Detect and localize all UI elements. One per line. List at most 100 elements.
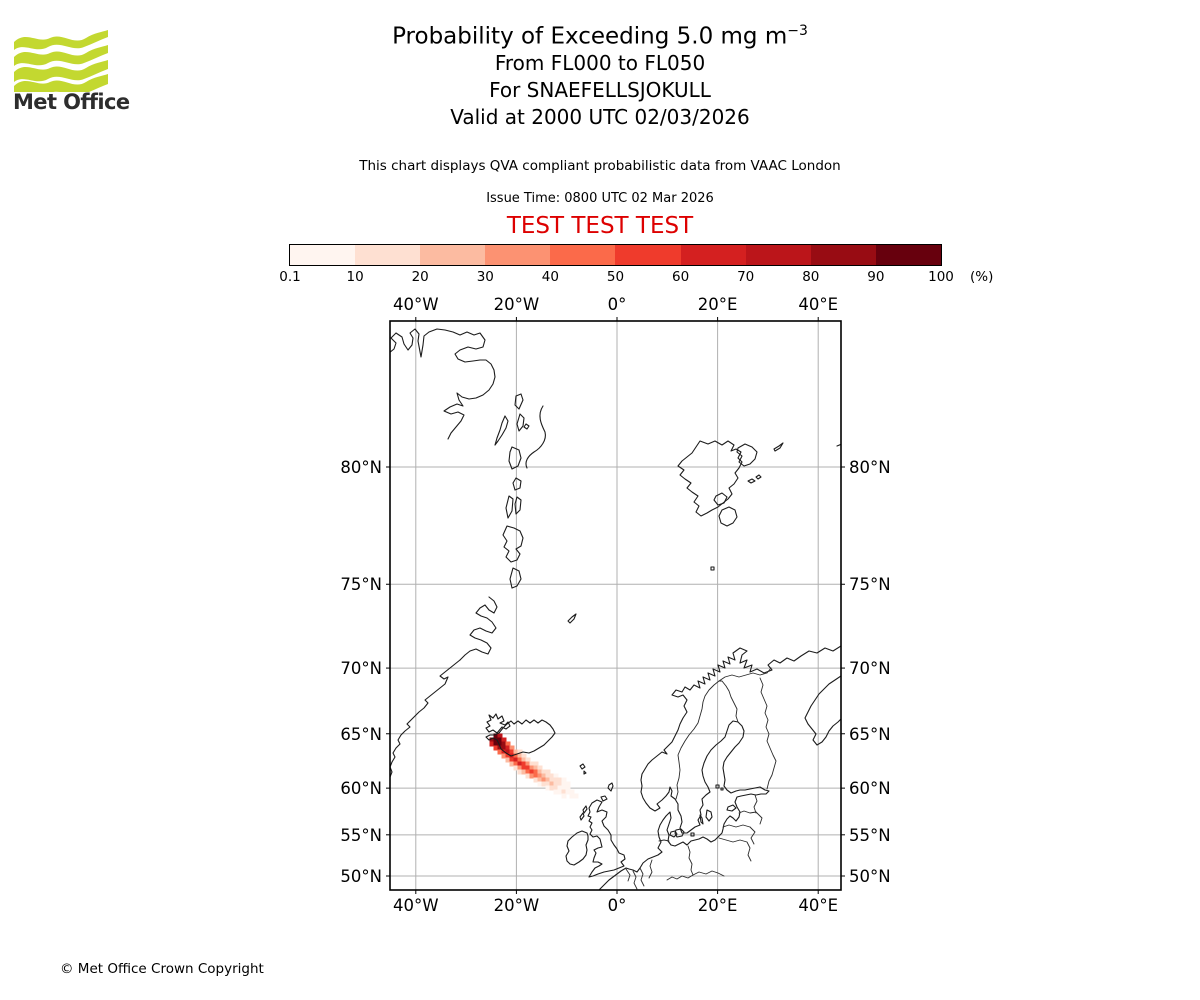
plume-cell (521, 753, 527, 759)
coast-barentsoya (713, 492, 728, 506)
colorbar-tick-label: 0.1 (279, 269, 301, 285)
coast-saaremaa (726, 804, 737, 812)
coast-greenland-se (390, 659, 461, 781)
map-frame (389, 320, 842, 891)
plume-cell (517, 753, 523, 759)
plume-cell (549, 777, 555, 783)
colorbar-segment (290, 245, 356, 265)
colorbar-segment (420, 245, 486, 265)
colorbar-tick-label: 60 (672, 269, 690, 285)
plume-cell (525, 773, 531, 779)
coast-greenland-sliver-3 (516, 413, 525, 432)
plume-cell (529, 761, 535, 767)
plume-cell (557, 777, 563, 783)
coast-greenland-north (390, 328, 496, 440)
coast-greenland-sliver-10 (509, 567, 522, 589)
coast-hebrides-1 (582, 805, 588, 814)
y-tick-label-left: 75°N (340, 575, 382, 594)
plume-cell (501, 737, 507, 743)
plume-cell (517, 769, 523, 775)
plume-cell (517, 761, 523, 767)
plume-cell (541, 773, 547, 779)
plume-cell (529, 765, 535, 771)
plume-cell (561, 781, 567, 787)
x-tick-label-bottom: 20°E (698, 896, 738, 915)
plume-cell (529, 769, 535, 775)
plume-cell (541, 777, 547, 783)
plume-cell (497, 737, 503, 743)
plume-cell (553, 777, 559, 783)
plume-cell (497, 741, 503, 747)
x-tick-label-bottom: 0° (608, 896, 627, 915)
plume-cell (513, 765, 519, 771)
plume-cell (517, 757, 523, 763)
y-tick-label-left: 60°N (340, 779, 382, 798)
colorbar-segment (875, 245, 941, 265)
plume-cell (509, 745, 515, 751)
title-text: Probability of Exceeding 5.0 mg m (392, 23, 788, 50)
coast-jan-mayen (567, 613, 577, 624)
colorbar-segment (550, 245, 616, 265)
x-tick-label-top: 40°E (798, 295, 838, 314)
subtitle-flight-levels: From FL000 to FL050 (494, 50, 706, 75)
plume-cell (509, 761, 515, 767)
plume-cell (557, 781, 563, 787)
plume-cell (565, 785, 571, 791)
plume-cell (497, 733, 503, 739)
coast-oland (699, 814, 704, 825)
coast-fyn (669, 830, 678, 838)
plume-cell (501, 753, 507, 759)
plume-cell (553, 773, 559, 779)
page-title: Probability of Exceeding 5.0 mg m−3 (0, 23, 1200, 50)
coast-kvitoya (773, 442, 784, 452)
x-tick-label-bottom: 40°W (393, 896, 439, 915)
y-tick-label-left: 50°N (340, 867, 382, 886)
coast-ireland (565, 830, 589, 866)
coast-svalbard-skerry-1 (747, 478, 756, 484)
coast-greenland-sliver-2 (494, 415, 509, 446)
coast-edge-fragment (836, 443, 841, 447)
plume-cell (533, 765, 539, 771)
colorbar-segment (810, 245, 876, 265)
plume-cell (533, 773, 539, 779)
plume-cell (505, 741, 511, 747)
coast-bornholm (690, 832, 695, 837)
plume-cell (545, 785, 551, 791)
plume-cell (553, 781, 559, 787)
graticule-gridlines (390, 321, 841, 890)
coast-white-sea (804, 675, 841, 746)
coast-edgeoya (718, 506, 738, 527)
coast-greenland-sliver-4 (523, 423, 530, 430)
probability-colorbar (289, 244, 942, 266)
axis-ticks (386, 317, 845, 894)
plume-cell (529, 773, 535, 779)
colorbar-tick-label: 90 (867, 269, 885, 285)
coast-aland-2 (720, 787, 724, 791)
plume-cell (573, 793, 579, 799)
plume-cell (545, 777, 551, 783)
colorbar-unit-label: (%) (970, 269, 994, 285)
plume-cell (533, 769, 539, 775)
plume-cell (565, 781, 571, 787)
colorbar-tick-label: 20 (411, 269, 429, 285)
plume-cell (509, 757, 515, 763)
plume-cell (525, 765, 531, 771)
y-tick-label-right: 80°N (849, 458, 891, 477)
coast-iceland (485, 719, 556, 757)
colorbar-segment (680, 245, 746, 265)
colorbar-tick-label: 30 (476, 269, 494, 285)
logo-waves-icon (14, 30, 108, 92)
coast-bear-island (710, 566, 715, 571)
plume-cell (553, 789, 559, 795)
plume-cell (561, 785, 567, 791)
coast-zealand (674, 828, 685, 838)
x-tick-label-top: 0° (608, 295, 627, 314)
plume-cell (533, 777, 539, 783)
coast-hebrides-2 (579, 812, 585, 821)
plume-cell (561, 777, 567, 783)
plume-cell (537, 777, 543, 783)
colorbar-segment (355, 245, 421, 265)
plume-cell (489, 741, 495, 747)
colorbar-tick-label: 70 (737, 269, 755, 285)
